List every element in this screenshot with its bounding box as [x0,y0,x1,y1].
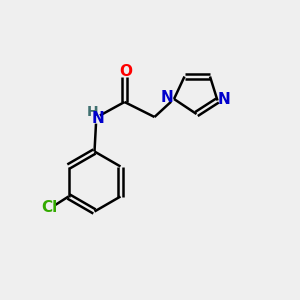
Text: O: O [119,64,133,80]
Text: H: H [87,105,99,118]
Text: N: N [92,111,105,126]
Text: N: N [161,90,174,105]
Text: Cl: Cl [41,200,57,215]
Text: N: N [218,92,230,106]
